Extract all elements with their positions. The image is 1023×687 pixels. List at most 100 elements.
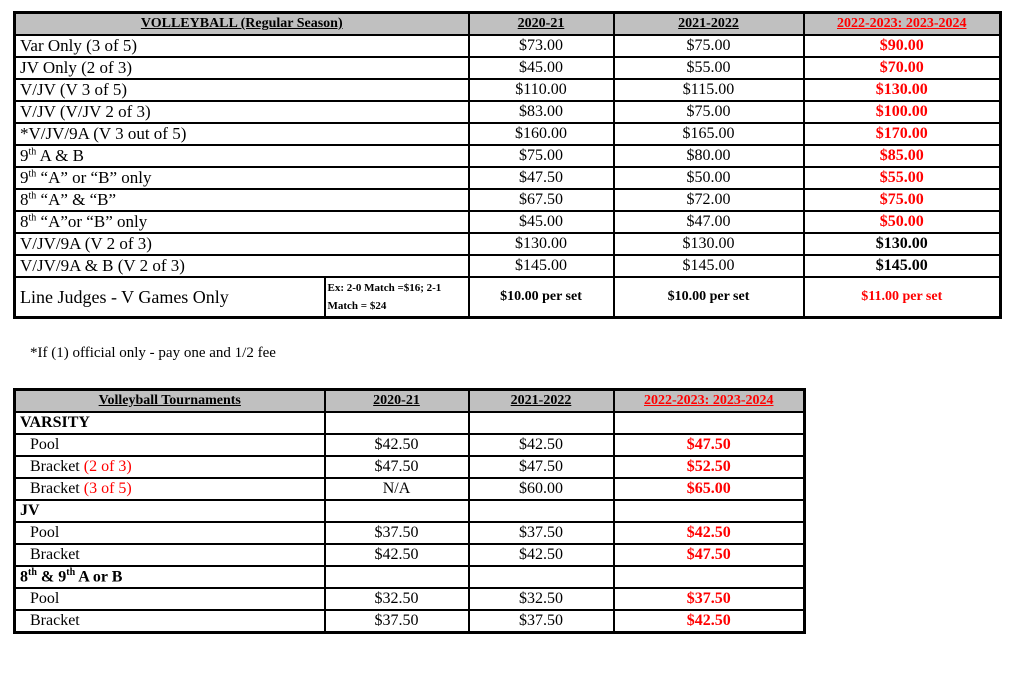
- label-part-pre: Var Only (3 of 5): [20, 36, 138, 55]
- fee-2021-2022: $145.00: [612, 254, 805, 278]
- label-part-pre: 8: [20, 190, 29, 209]
- row-label: V/JV (V/JV 2 of 3): [13, 100, 470, 124]
- table-row: Pool $42.50 $42.50 $47.50: [13, 433, 806, 457]
- fee-2021-2022: $80.00: [612, 144, 805, 168]
- fee-2021-2022: $42.50: [467, 543, 615, 567]
- row-label: 9th “A” or “B” only: [13, 166, 470, 190]
- item-label: Pool: [30, 524, 60, 541]
- line-judges-row: Line Judges - V Games Only Ex: 2-0 Match …: [13, 276, 1002, 319]
- label-part-pre: V/JV/9A (V 2 of 3): [20, 234, 152, 253]
- label-part-sup: th: [28, 190, 37, 202]
- fee-2022-2024: $130.00: [802, 78, 1002, 102]
- table-row: V/JV (V/JV 2 of 3) $83.00 $75.00 $100.00: [13, 100, 1002, 124]
- row-label: *V/JV/9A (V 3 out of 5): [13, 122, 470, 146]
- table-row: V/JV/9A (V 2 of 3) $130.00 $130.00 $130.00: [13, 232, 1002, 256]
- label-part-post: A & B: [36, 146, 84, 165]
- section-label: VARSITY: [13, 411, 326, 435]
- fee-2020-21: $130.00: [467, 232, 615, 256]
- label-part-post: & 9: [36, 568, 67, 586]
- empty-cell: [323, 499, 470, 523]
- row-label: Pool: [13, 521, 326, 545]
- item-label: Pool: [30, 590, 60, 607]
- empty-cell: [323, 565, 470, 589]
- item-detail: (3 of 5): [83, 480, 132, 497]
- fee-2020-21: $83.00: [467, 100, 615, 124]
- fee-2022-2024: $75.00: [802, 188, 1002, 212]
- table-row: 8th “A” & “B” $67.50 $72.00 $75.00: [13, 188, 1002, 212]
- fee-2022-2024: $170.00: [802, 122, 1002, 146]
- label-part-sup: th: [28, 212, 37, 224]
- row-label: V/JV (V 3 of 5): [13, 78, 470, 102]
- example-note: Ex: 2-0 Match =$16; 2-1 Match = $24: [323, 276, 470, 319]
- header-row: VOLLEYBALL (Regular Season) 2020-21 2021…: [13, 11, 1002, 36]
- fee-2022-2024: $55.00: [802, 166, 1002, 190]
- fee-2020-21: $160.00: [467, 122, 615, 146]
- label-part-sup: th: [28, 168, 37, 180]
- empty-cell: [612, 499, 806, 523]
- row-label: Bracket (2 of 3): [13, 455, 326, 479]
- fee-2022-2024: $85.00: [802, 144, 1002, 168]
- fee-2020-21: $47.50: [467, 166, 615, 190]
- row-label: Var Only (3 of 5): [13, 34, 470, 58]
- fee-2021-2022: $47.00: [612, 210, 805, 234]
- row-label: 8th “A” & “B”: [13, 188, 470, 212]
- fee-2020-21: $45.00: [467, 210, 615, 234]
- fee-2021-2022: $10.00 per set: [612, 276, 805, 319]
- fee-2021-2022: $115.00: [612, 78, 805, 102]
- fee-2020-21: $42.50: [323, 433, 470, 457]
- item-label: Bracket: [30, 612, 80, 629]
- fee-2022-2024: $145.00: [802, 254, 1002, 278]
- item-label: Bracket: [30, 546, 80, 563]
- table-row: 8th “A”or “B” only $45.00 $47.00 $50.00: [13, 210, 1002, 234]
- header-2020-21: 2020-21: [323, 388, 470, 413]
- fee-2021-2022: $75.00: [612, 34, 805, 58]
- fee-2020-21: $37.50: [323, 521, 470, 545]
- fee-2021-2022: $42.50: [467, 433, 615, 457]
- fee-2020-21: $110.00: [467, 78, 615, 102]
- item-label: Bracket: [30, 458, 84, 475]
- table-row: Pool $37.50 $37.50 $42.50: [13, 521, 806, 545]
- label-part-pre: V/JV (V/JV 2 of 3): [20, 102, 151, 121]
- table-row: V/JV (V 3 of 5) $110.00 $115.00 $130.00: [13, 78, 1002, 102]
- label-part-sup2: th: [66, 567, 76, 579]
- fee-2020-21: $42.50: [323, 543, 470, 567]
- empty-cell: [467, 411, 615, 435]
- table-row: Pool $32.50 $32.50 $37.50: [13, 587, 806, 611]
- header-2022-2024: 2022-2023: 2023-2024: [612, 388, 806, 413]
- row-label: JV Only (2 of 3): [13, 56, 470, 80]
- fee-2021-2022: $50.00: [612, 166, 805, 190]
- fee-2020-21: $145.00: [467, 254, 615, 278]
- table-row: Bracket $42.50 $42.50 $47.50: [13, 543, 806, 567]
- label-part-pre: VARSITY: [20, 414, 90, 431]
- header-2021-2022: 2021-2022: [467, 388, 615, 413]
- label-part-post2: A or B: [75, 568, 123, 586]
- label-part-pre: V/JV (V 3 of 5): [20, 80, 128, 99]
- header-2020-21: 2020-21: [467, 11, 615, 36]
- fee-2020-21: $32.50: [323, 587, 470, 611]
- header-2022-2024: 2022-2023: 2023-2024: [802, 11, 1002, 36]
- row-label: Bracket: [13, 609, 326, 634]
- label-part-pre: 9: [20, 146, 29, 165]
- fee-2022-2024: $65.00: [612, 477, 806, 501]
- item-label: Pool: [30, 436, 60, 453]
- fee-2020-21: N/A: [323, 477, 470, 501]
- label-part-pre: V/JV/9A & B (V 2 of 3): [20, 256, 185, 275]
- empty-cell: [612, 411, 806, 435]
- row-label: Pool: [13, 433, 326, 457]
- label-part-pre: *V/JV/9A (V 3 out of 5): [20, 124, 187, 143]
- fee-2021-2022: $130.00: [612, 232, 805, 256]
- empty-cell: [467, 499, 615, 523]
- item-label: Bracket: [30, 480, 84, 497]
- fee-2021-2022: $75.00: [612, 100, 805, 124]
- table-row: 9th A & B $75.00 $80.00 $85.00: [13, 144, 1002, 168]
- row-label: 8th “A”or “B” only: [13, 210, 470, 234]
- fee-2021-2022: $72.00: [612, 188, 805, 212]
- fee-2021-2022: $55.00: [612, 56, 805, 80]
- fee-2021-2022: $165.00: [612, 122, 805, 146]
- table-row: 9th “A” or “B” only $47.50 $50.00 $55.00: [13, 166, 1002, 190]
- fee-2022-2024: $42.50: [612, 521, 806, 545]
- fee-2020-21: $75.00: [467, 144, 615, 168]
- label-part-post: “A” & “B”: [36, 190, 117, 209]
- section-row: VARSITY: [13, 411, 806, 435]
- table-row: V/JV/9A & B (V 2 of 3) $145.00 $145.00 $145…: [13, 254, 1002, 278]
